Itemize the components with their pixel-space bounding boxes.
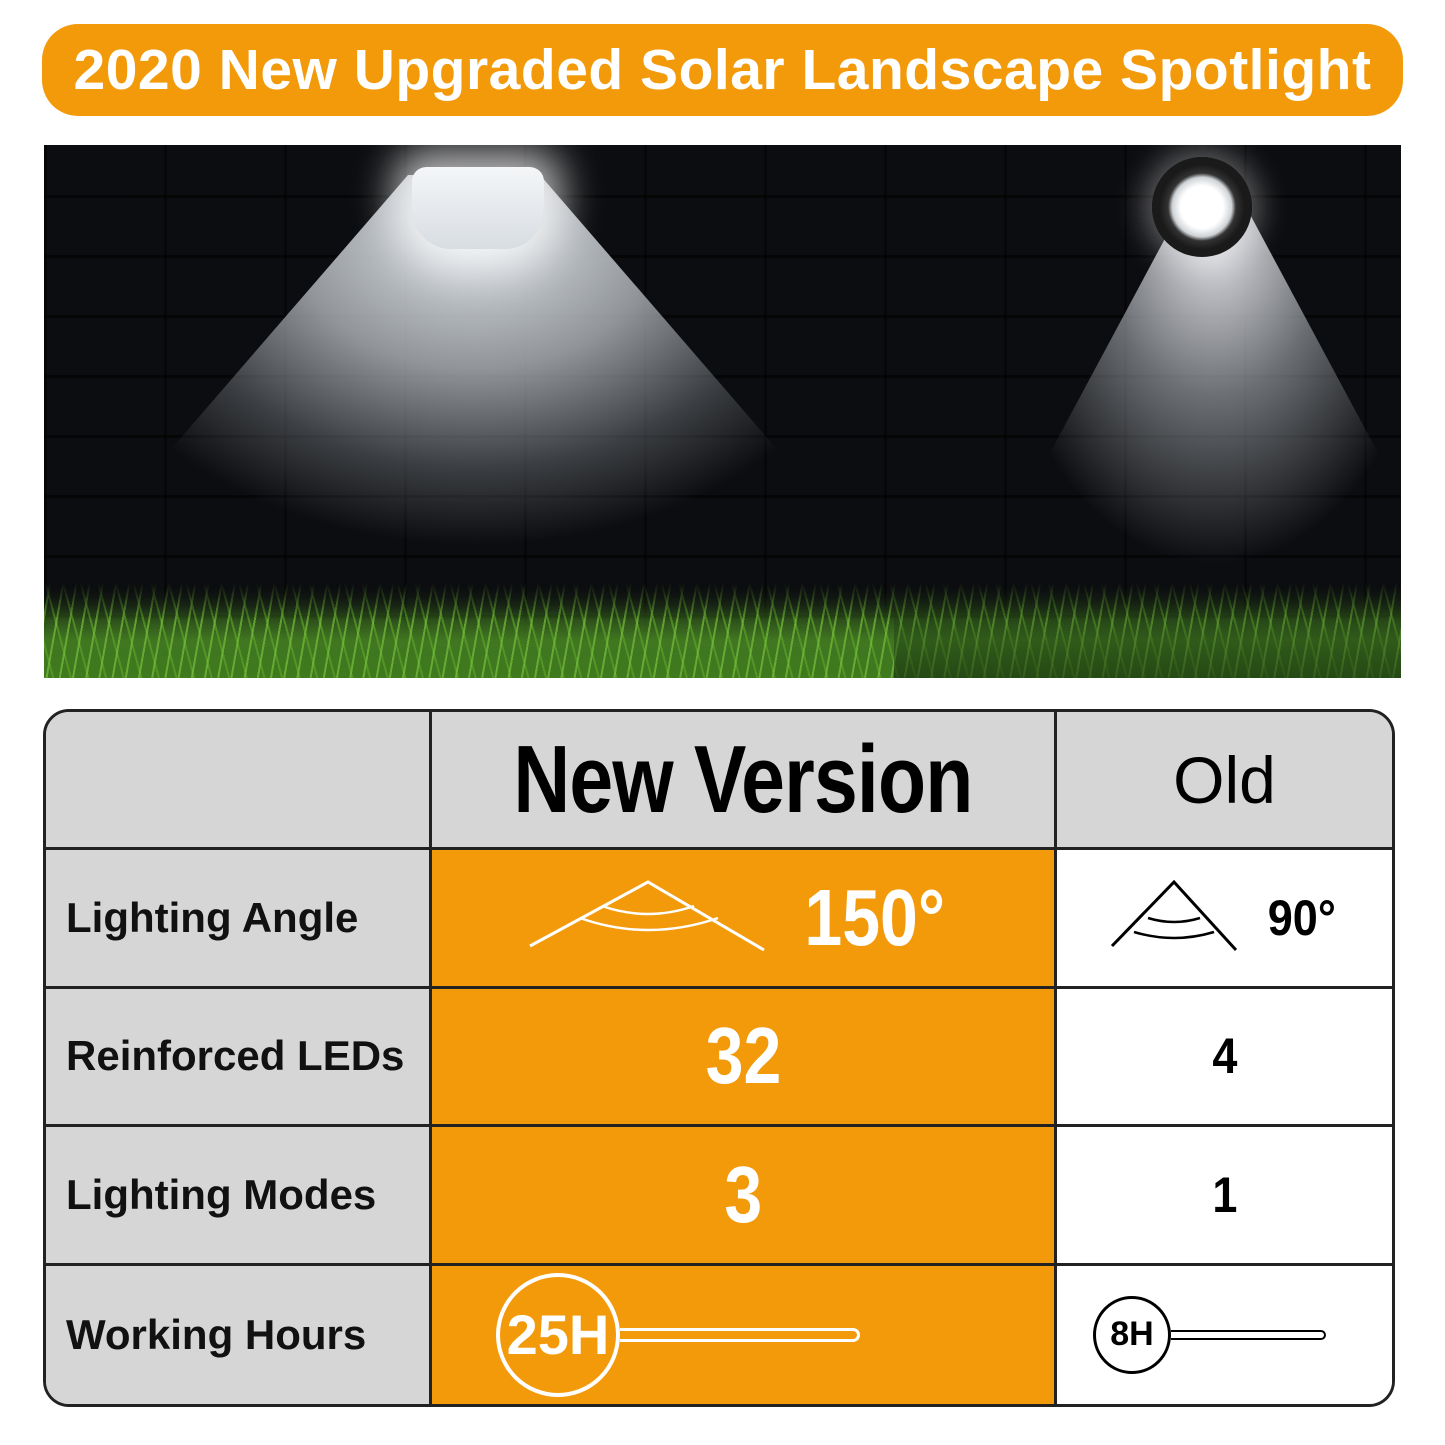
row-label: Reinforced LEDs [46,988,432,1127]
new-value: 150° [804,872,946,962]
header-empty [46,712,432,850]
new-value: 25H [496,1272,620,1397]
old-value-cell: 1 [1057,1127,1392,1266]
row-label: Lighting Angle [46,850,432,989]
old-value: 8H [1093,1295,1171,1374]
lighting-angle-icon [1110,879,1237,951]
row-label: Working Hours [46,1265,432,1404]
old-value-cell: 4 [1057,988,1392,1127]
comparison-table: New Version Old Lighting Angle 150° 90° … [43,709,1395,1407]
old-value: 90° [1267,889,1336,946]
new-value-cell: 32 [432,988,1057,1127]
old-value-cell: 90° [1057,850,1392,989]
new-spotlight [412,167,544,249]
title-banner: 2020 New Upgraded Solar Landscape Spotli… [42,24,1403,116]
old-value: 4 [1211,1028,1238,1085]
new-value: 3 [724,1149,762,1239]
header-new-version: New Version [432,712,1057,850]
old-spotlight [1152,157,1252,257]
hours-gauge-icon: 25H [496,1272,860,1397]
new-value: 32 [705,1011,781,1101]
product-photo [44,145,1401,678]
hours-gauge-icon: 8H [1093,1295,1326,1374]
lighting-angle-icon [529,880,766,952]
new-value-cell: 3 [432,1127,1057,1266]
header-old: Old [1057,712,1392,850]
old-value: 1 [1211,1166,1238,1223]
banner-title: 2020 New Upgraded Solar Landscape Spotli… [73,38,1372,102]
new-value-cell: 150° [432,850,1057,989]
old-value-cell: 8H [1057,1265,1392,1404]
new-value-cell: 25H [432,1265,1057,1404]
row-label: Lighting Modes [46,1127,432,1266]
